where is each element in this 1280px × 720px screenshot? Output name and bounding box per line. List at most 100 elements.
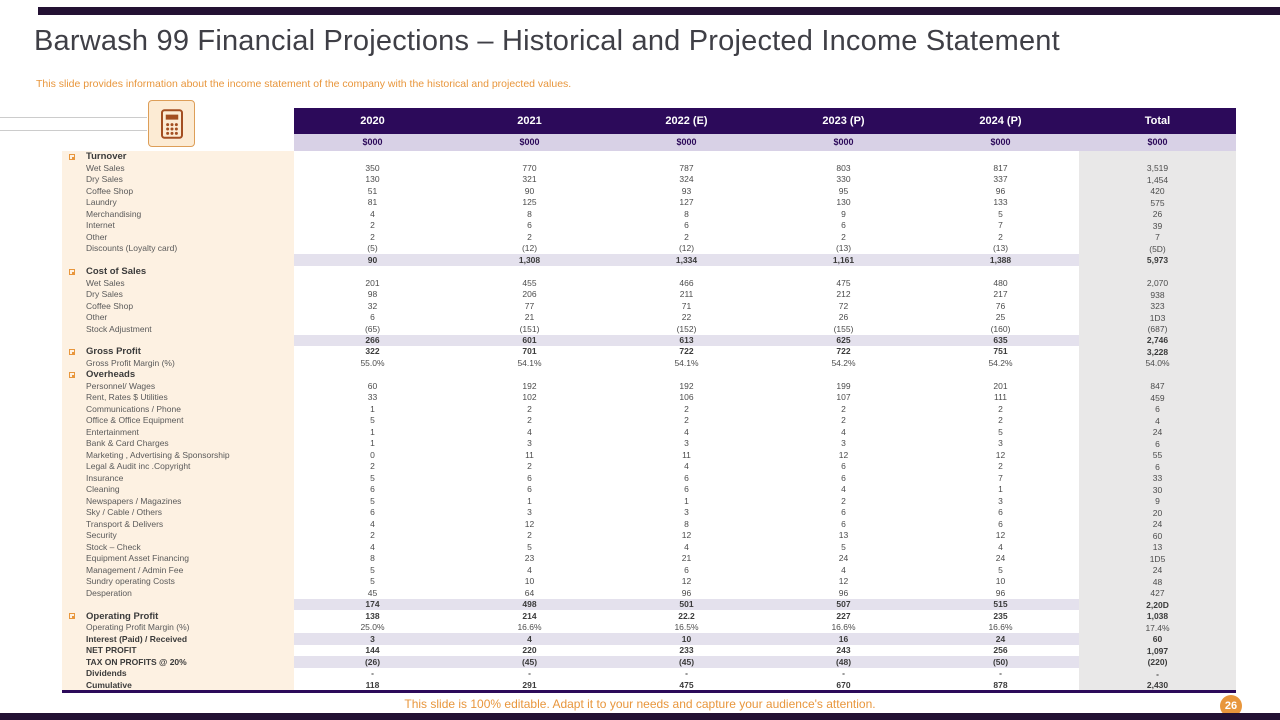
row-label-text: Desperation [86, 587, 132, 598]
value-cell: 4 [841, 564, 846, 575]
value-cell: 60 [367, 380, 378, 391]
total-cell [1079, 369, 1236, 380]
value-cell: 8 [527, 208, 532, 219]
section-bullet-icon [69, 348, 75, 355]
value-cell: 55.0% [360, 357, 385, 368]
row-label-text: Rent, Rates $ Utilities [86, 392, 168, 403]
value-cell: 803 [836, 162, 851, 173]
table-row: Sundry operating Costs 5 10 12 12 10 48 [62, 576, 1236, 587]
value-cell: 2 [998, 461, 1003, 472]
row-label: Management / Admin Fee [62, 565, 294, 576]
table-row: Communications / Phone 1 2 2 2 2 6 [62, 404, 1236, 415]
total-cell: 3,228 [1146, 346, 1169, 357]
value-cell: 6 [841, 461, 846, 472]
total-cell: 60 [1152, 530, 1163, 541]
row-values: 266 601 613 625 635 [294, 334, 1079, 347]
value-cell: 235 [993, 610, 1008, 621]
value-cell: 206 [522, 289, 537, 300]
row-label-text: Other [86, 312, 108, 323]
row-label: Stock – Check [62, 542, 294, 553]
value-cell: 10 [681, 633, 692, 644]
value-cell: 1 [527, 495, 532, 506]
table-row: Coffee Shop 51 90 93 95 96 420 [62, 185, 1236, 197]
value-cell: 498 [522, 599, 537, 610]
row-label: Gross Profit Margin (%) [62, 358, 294, 369]
value-cell: 4 [370, 208, 375, 219]
value-cell: 3 [684, 438, 689, 449]
table-body: Turnover Wet Sales 350 770 787 803 817 3,519 Dry… [62, 151, 1236, 691]
column-unit: $000 [676, 137, 697, 147]
total-cell: 323 [1150, 301, 1165, 312]
row-label: Operating Profit Margin (%) [62, 622, 294, 633]
section-bullet-icon [69, 153, 75, 160]
value-cell: 3 [998, 495, 1003, 506]
value-cell: 12 [524, 518, 535, 529]
value-cell: 217 [993, 289, 1008, 300]
calculator-icon [148, 100, 195, 147]
value-cell: 4 [370, 541, 375, 552]
value-cell: 2 [370, 461, 375, 472]
total-cell: 55 [1152, 450, 1163, 461]
row-values: 138 214 22.2 227 235 [294, 610, 1079, 621]
row-label-text: Transport & Delivers [86, 518, 164, 529]
page-number-badge: 26 [1220, 695, 1242, 717]
row-values: 2 2 12 13 12 [294, 530, 1079, 541]
row-label-text: NET PROFIT [86, 645, 137, 656]
row-label: Insurance [62, 473, 294, 484]
value-cell: 2 [841, 415, 846, 426]
value-cell: 33 [367, 392, 378, 403]
value-cell: 1 [370, 438, 375, 449]
value-cell: 214 [522, 610, 537, 621]
row-label: Dividends [62, 668, 294, 679]
table-row: Operating Profit Margin (%) 25.0% 16.6% 16.… [62, 622, 1236, 633]
value-cell: (13) [835, 243, 852, 254]
value-cell: 480 [993, 277, 1008, 288]
value-cell: 350 [365, 162, 380, 173]
value-cell: (12) [521, 243, 538, 254]
row-label: Office & Office Equipment [62, 415, 294, 426]
value-cell: 212 [836, 289, 851, 300]
row-label-text: Other [86, 231, 108, 242]
value-cell: 125 [522, 197, 537, 208]
row-label: Wet Sales [62, 163, 294, 174]
value-cell: 2 [684, 415, 689, 426]
value-cell: 330 [836, 174, 851, 185]
value-cell: 96 [838, 587, 849, 598]
row-values: 201 455 466 475 480 [294, 277, 1079, 288]
value-cell: 4 [527, 633, 532, 644]
row-values: 55.0% 54.1% 54.1% 54.2% 54.2% [294, 358, 1079, 369]
value-cell: 6 [527, 220, 532, 231]
value-cell: 21 [681, 553, 692, 564]
value-cell: 670 [836, 679, 851, 690]
value-cell: 16.5% [674, 622, 699, 633]
column-header: 2023 (P) [822, 115, 865, 127]
value-cell: 2 [998, 415, 1003, 426]
row-label: Turnover [62, 151, 294, 162]
total-cell: 2,20D [1146, 599, 1169, 610]
value-cell: 5 [370, 495, 375, 506]
value-cell: 12 [995, 530, 1006, 541]
value-cell: 4 [684, 461, 689, 472]
row-label-text: Coffee Shop [86, 185, 134, 196]
decorative-line [0, 117, 147, 118]
total-cell: (5D) [1149, 243, 1166, 254]
value-cell: 3 [998, 438, 1003, 449]
value-cell: 2 [998, 403, 1003, 414]
value-cell: 106 [679, 392, 694, 403]
total-cell: 9 [1155, 496, 1160, 507]
row-values: 144 220 233 243 256 [294, 645, 1079, 656]
row-label: Desperation [62, 588, 294, 599]
value-cell: 2 [684, 231, 689, 242]
value-cell: 45 [367, 587, 378, 598]
value-cell: 6 [998, 507, 1003, 518]
value-cell: 8 [370, 553, 375, 564]
value-cell: 2 [527, 231, 532, 242]
row-label-text: Insurance [86, 472, 124, 483]
row-values [294, 369, 1079, 380]
total-cell: - [1156, 668, 1159, 679]
value-cell: 9 [841, 208, 846, 219]
table-row: Wet Sales 201 455 466 475 480 2,070 [62, 277, 1236, 289]
column-unit: $000 [1147, 137, 1168, 147]
value-cell: 93 [681, 185, 692, 196]
row-values: 5 6 6 6 7 [294, 473, 1079, 484]
